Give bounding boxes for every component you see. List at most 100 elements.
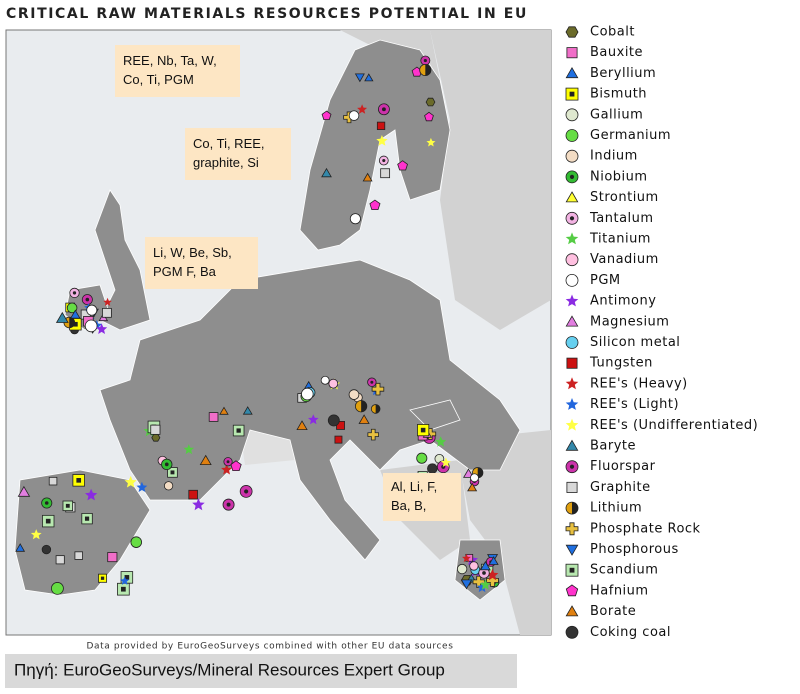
- symbol: [96, 323, 108, 334]
- symbol: [84, 516, 90, 521]
- symbol: [124, 575, 130, 580]
- symbol: [41, 544, 52, 555]
- symbol: [100, 576, 105, 580]
- symbol: [48, 476, 58, 486]
- legend-item: Antimony: [565, 294, 656, 309]
- symbol: [427, 463, 438, 474]
- symbol: [51, 582, 64, 595]
- symbol: [371, 382, 385, 396]
- symbol: [85, 488, 98, 501]
- legend-label: Tungsten: [589, 356, 653, 371]
- legend-label: Coking coal: [590, 625, 671, 640]
- symbol: [107, 552, 118, 563]
- footer-box: [5, 654, 517, 688]
- symbol: [328, 378, 339, 389]
- symbol: [425, 97, 436, 107]
- symbol: [55, 555, 65, 565]
- symbol: [65, 503, 70, 508]
- symbol: [566, 481, 578, 493]
- symbol: [84, 319, 98, 333]
- symbol: [308, 414, 319, 425]
- annotation-line: Li, W, Be, Sb,: [153, 245, 232, 260]
- legend-item: Fluorspar: [565, 459, 656, 474]
- symbol: [150, 424, 161, 435]
- symbol: [70, 309, 81, 319]
- legend-item: Titanium: [565, 232, 651, 247]
- legend-label: Bauxite: [590, 45, 643, 60]
- legend-item: Phosphorous: [565, 542, 679, 557]
- symbol: [121, 586, 126, 592]
- symbol: [566, 47, 578, 59]
- annotation-box: [145, 237, 258, 289]
- symbol: [86, 304, 98, 316]
- legend-label: REE's (Undifferentiated): [590, 418, 758, 433]
- annotation: REE, Nb, Ta, W, Co, Ti, PGM: [115, 45, 240, 97]
- symbol: [74, 551, 83, 560]
- legend-item: Phosphate Rock: [565, 521, 700, 536]
- symbol: [66, 302, 78, 314]
- symbol: [565, 26, 579, 38]
- legend-label: Tantalum: [589, 211, 654, 226]
- symbol: [361, 400, 367, 412]
- symbol: [565, 294, 579, 307]
- symbol: [565, 584, 579, 597]
- symbol: [120, 576, 130, 585]
- legend-item: Borate: [565, 604, 636, 619]
- symbol: [380, 168, 391, 179]
- symbol: [370, 380, 374, 384]
- symbol: [44, 501, 49, 505]
- symbol: [477, 467, 483, 478]
- symbol: [397, 160, 408, 171]
- eu-land: [409, 399, 461, 431]
- symbol: [566, 357, 578, 369]
- symbol: [460, 579, 473, 590]
- symbol: [488, 556, 499, 565]
- legend-label: Niobium: [590, 169, 648, 184]
- legend-label: Borate: [590, 604, 636, 619]
- symbol: [462, 553, 471, 563]
- legend: Cobalt Bauxite Beryllium Bismuth Gallium Germ…: [565, 25, 758, 640]
- legend-label: Graphite: [590, 480, 651, 495]
- annotation-line: graphite, Si: [193, 155, 259, 170]
- symbol: [321, 110, 332, 120]
- legend-label: Fluorspar: [590, 459, 656, 474]
- legend-label: Antimony: [590, 294, 656, 309]
- symbol: [376, 121, 386, 130]
- annotation-line: REE, Nb, Ta, W,: [123, 53, 217, 68]
- annotation-line: Al, Li, F,: [391, 479, 437, 494]
- symbol: [565, 418, 579, 431]
- symbol: [45, 518, 51, 524]
- eu-land: [99, 259, 521, 561]
- legend-item: Gallium: [565, 107, 643, 122]
- legend-label: Titanium: [589, 232, 651, 247]
- symbol: [565, 129, 579, 142]
- footer-text: Πηγή: EuroGeoSurveys/Mineral Resources E…: [14, 660, 445, 679]
- annotation: Li, W, Be, Sb, PGM F, Ba: [145, 237, 258, 289]
- legend-item: Coking coal: [565, 625, 671, 640]
- symbol: [55, 311, 69, 323]
- symbol: [244, 489, 249, 494]
- legend-item: Baryte: [565, 439, 636, 454]
- annotation-line: Co, Ti, REE,: [193, 136, 265, 151]
- symbol: [85, 297, 90, 302]
- symbol: [480, 560, 491, 571]
- symbol: [565, 625, 579, 639]
- symbol: [565, 398, 579, 410]
- symbol: [170, 470, 175, 475]
- symbol: [456, 563, 468, 575]
- symbol: [569, 464, 575, 469]
- legend-label: Gallium: [590, 107, 643, 122]
- symbol: [72, 291, 77, 295]
- symbol: [565, 336, 579, 349]
- legend-label: Phosphorous: [590, 542, 679, 557]
- symbol: [569, 91, 575, 97]
- legend-item: PGM: [565, 273, 620, 288]
- symbol: [76, 477, 82, 483]
- symbol: [221, 464, 233, 475]
- symbol: [226, 460, 230, 464]
- symbol: [219, 406, 229, 415]
- symbol: [565, 544, 579, 556]
- symbol: [423, 58, 427, 63]
- legend-item: REE's (Undifferentiated): [565, 418, 758, 433]
